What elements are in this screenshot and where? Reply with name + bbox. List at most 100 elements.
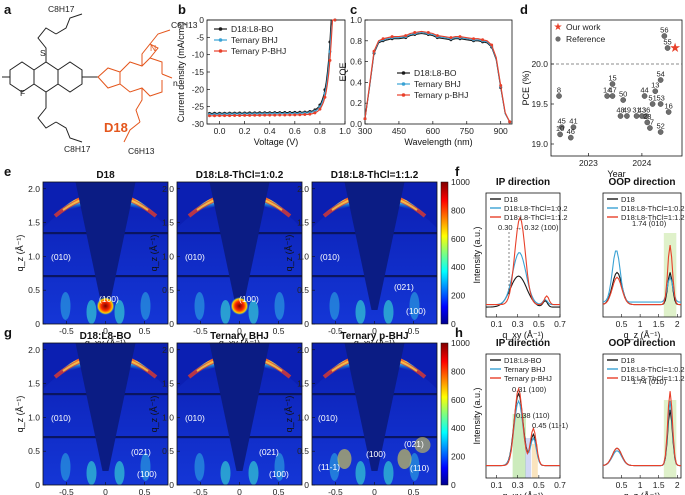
y-tick-label: 1.5 xyxy=(297,218,309,228)
lobe xyxy=(383,300,394,324)
x-tick-label: 1 xyxy=(638,319,643,329)
point-label: 53 xyxy=(656,94,664,103)
eqe-marker xyxy=(508,120,512,124)
lobe xyxy=(60,453,71,481)
lobe xyxy=(397,449,412,469)
cut-title: OOP direction xyxy=(608,338,675,349)
jv-marker xyxy=(243,113,247,117)
legend-marker xyxy=(218,27,223,31)
eqe-marker xyxy=(404,34,408,38)
panel-label-c: c xyxy=(350,2,357,17)
lobe xyxy=(114,300,125,324)
point-label: 15 xyxy=(608,74,616,83)
y-tick-label: 19.0 xyxy=(531,139,548,149)
colorbar-label: 200 xyxy=(451,452,465,462)
reference-point xyxy=(657,77,664,83)
x-tick-label: 0.5 xyxy=(533,480,545,490)
peak-label: (021) xyxy=(259,447,279,457)
reference-point xyxy=(620,97,626,103)
y-tick-label: 0.5 xyxy=(28,446,40,456)
y-tick-label: 0.6 xyxy=(350,57,362,67)
jv-marker xyxy=(313,111,317,115)
panel-label-e: e xyxy=(4,164,11,179)
pi-stacking-arc xyxy=(181,352,298,383)
missing-wedge xyxy=(75,182,136,310)
peak-label: (010) xyxy=(185,413,205,423)
peak-annotation: 1.74 (010) xyxy=(632,219,667,228)
reference-point xyxy=(643,113,649,119)
reference-point xyxy=(557,131,563,138)
jv-marker xyxy=(283,113,287,117)
reference-point xyxy=(624,113,630,119)
y-tick-label: -25 xyxy=(192,102,205,112)
x-tick-label: 0 xyxy=(237,326,242,336)
y-tick-label: 2.0 xyxy=(28,184,40,194)
y-tick-label: 2.0 xyxy=(162,184,174,194)
peak-label: (010) xyxy=(51,413,71,423)
y-tick-label: -10 xyxy=(192,50,205,60)
map-title: Ternary BHJ xyxy=(210,331,269,342)
y-tick-label: 0.2 xyxy=(350,98,362,108)
lobe xyxy=(409,453,420,481)
x-tick-label: 300 xyxy=(358,126,372,136)
plot-frame xyxy=(485,353,561,479)
x-tick-label: 2 xyxy=(675,480,680,490)
eqe-marker xyxy=(490,43,494,47)
fluorine-label: F xyxy=(20,88,25,98)
giwaxs-maps-g: D18:L8-BO(010)(021)(100)-0.500.5q_xy (Å⁻… xyxy=(15,331,470,495)
point-label: 56 xyxy=(660,26,668,35)
cut-curve-2 xyxy=(486,216,560,306)
x-axis-label: q_z (Å⁻¹) xyxy=(624,491,661,495)
x-tick-label: -0.5 xyxy=(193,487,208,495)
legend-label: D18:L8-ThCl=1:0.2 xyxy=(621,365,685,374)
y-tick-label: 1.5 xyxy=(28,218,40,228)
y-tick-label: 0 xyxy=(169,480,174,490)
lobe xyxy=(114,461,125,485)
lobe xyxy=(248,461,259,485)
x-tick-label: 0.1 xyxy=(491,480,503,490)
cut-curve-2 xyxy=(602,391,681,467)
y-tick-label: 1.0 xyxy=(297,251,309,261)
line-cuts-f: IP direction 0.1 0.3 0.5 0.7 q_xy (Å⁻¹) Intens… xyxy=(472,177,685,340)
plot-frame xyxy=(602,192,682,318)
jv-marker xyxy=(263,113,267,117)
point-label: 45 xyxy=(558,117,566,126)
missing-wedge xyxy=(75,343,136,471)
peak-shade xyxy=(663,400,677,478)
plot-frame xyxy=(550,19,683,157)
colorbar-label: 400 xyxy=(451,262,465,272)
legend-label: Ternary p-BHJ xyxy=(504,374,552,383)
y-tick-label: 0.5 xyxy=(162,446,174,456)
legend-marker xyxy=(401,82,406,86)
repeat-unit: n xyxy=(173,78,178,88)
jv-marker xyxy=(288,113,292,117)
colorbar-label: 0 xyxy=(451,319,456,329)
x-tick-label: 0 xyxy=(372,487,377,495)
colorbar-label: 800 xyxy=(451,366,465,376)
y-tick-label: -20 xyxy=(192,84,205,94)
cut-curve-1 xyxy=(486,252,560,306)
eqe-marker xyxy=(499,84,503,88)
reference-point xyxy=(664,45,671,51)
jv-marker xyxy=(218,114,222,118)
point-label: 49 xyxy=(623,106,631,115)
reference-point xyxy=(657,101,664,107)
x-tick-label: 0.5 xyxy=(273,487,285,495)
x-tick-label: 2 xyxy=(675,319,680,329)
eqe-marker xyxy=(481,38,485,42)
colorbar-label: 600 xyxy=(451,395,465,405)
legend-label: D18:L8-ThCl=1:0.2 xyxy=(504,204,568,213)
y-tick-label: 1.0 xyxy=(297,412,309,422)
legend-label: Ternary p-BHJ xyxy=(414,90,468,100)
jv-marker xyxy=(213,114,217,118)
peak-label: (100) xyxy=(239,294,259,304)
point-label: 54 xyxy=(656,70,664,79)
peak-shade xyxy=(663,233,677,317)
arc-bg xyxy=(177,345,302,389)
reference-point xyxy=(609,93,616,99)
point-label: 36 xyxy=(642,106,650,115)
x-tick-label: 0.5 xyxy=(139,487,151,495)
peak-label: (010) xyxy=(185,252,205,262)
legend-dot xyxy=(555,36,561,42)
jv-marker xyxy=(208,114,212,118)
